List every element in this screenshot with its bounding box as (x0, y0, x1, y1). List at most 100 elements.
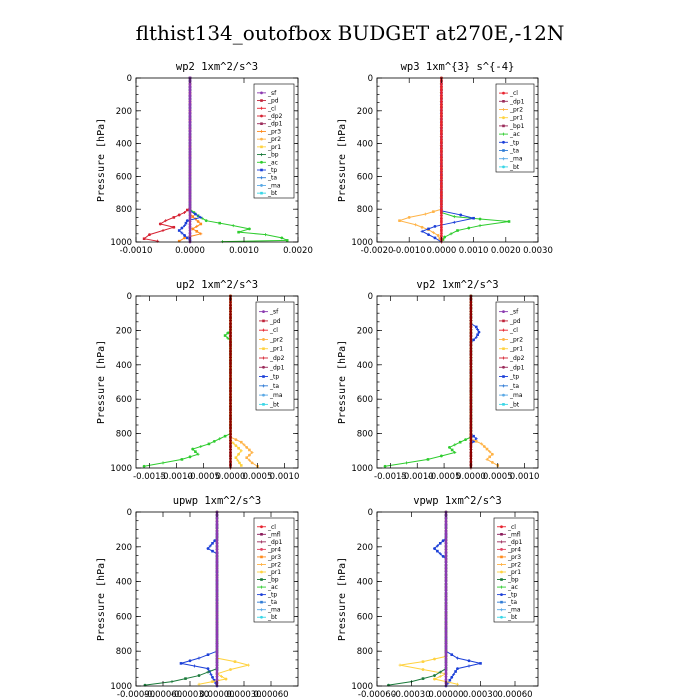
series-marker (482, 445, 486, 448)
legend-item: _sf (499, 309, 519, 316)
legend-label: _pr2 (507, 561, 521, 568)
series-marker (215, 563, 219, 567)
legend-label: _ac (507, 584, 518, 591)
series-group (143, 510, 250, 688)
legend-label: _ma (269, 392, 283, 399)
series-marker (211, 542, 214, 545)
series-marker (502, 91, 505, 95)
series-marker (436, 234, 440, 237)
series-marker (161, 229, 165, 233)
series-marker (500, 615, 503, 619)
legend-label: _tp (267, 167, 277, 174)
series-marker (502, 108, 505, 111)
series-marker (183, 224, 187, 228)
series-marker (188, 129, 192, 133)
legend-item: _pr1 (257, 569, 281, 576)
series-marker (262, 347, 265, 351)
x-tick-label: 0.00000 (428, 690, 463, 700)
legend-item: _ta (257, 599, 277, 606)
series-marker (188, 231, 192, 235)
legend-label: _pr2 (267, 561, 281, 568)
series-marker (426, 458, 430, 461)
series-marker (440, 202, 443, 206)
series-marker (500, 608, 503, 612)
series-marker (260, 106, 263, 110)
series-marker (215, 579, 219, 582)
legend-item: _cl (499, 90, 518, 97)
series-marker (440, 111, 443, 115)
series-marker (444, 547, 448, 551)
legend-label: _bt (509, 164, 520, 171)
series-marker (383, 464, 387, 468)
series-marker (260, 168, 263, 172)
series-marker (440, 220, 443, 223)
legend-item: _pr1 (259, 346, 283, 353)
series-marker (444, 600, 448, 604)
chart-title: wp3 1xm^{3} s^{-4} (401, 61, 515, 73)
y-tick-label: 800 (357, 647, 373, 657)
series-marker (229, 420, 232, 424)
series-marker (472, 434, 475, 438)
series-marker (440, 182, 443, 185)
series-marker (444, 551, 448, 554)
x-tick-label: -0.00060 (144, 690, 182, 700)
series-line-ta (433, 512, 481, 687)
series-marker (142, 237, 146, 241)
series-marker (500, 593, 503, 597)
series-marker (188, 91, 192, 95)
series-marker (188, 182, 192, 185)
series-marker (469, 457, 473, 461)
series-marker (188, 138, 192, 141)
series-marker (262, 403, 265, 406)
series-marker (188, 117, 192, 121)
series-marker (215, 656, 219, 660)
legend-label: _pr1 (269, 346, 283, 353)
legend-label: _dp2 (267, 113, 283, 120)
legend-label: _tp (509, 139, 519, 146)
series-marker (229, 405, 232, 408)
x-tick-label: 0.0005 (243, 472, 273, 482)
legend-item: _cl (497, 524, 516, 531)
series-marker (440, 164, 443, 168)
legend: _sf _pd _cl _pr2 _pr1 _dp2 _dp1 _tp _ta _ma _bt (255, 301, 295, 411)
legend-item: _ac (497, 584, 518, 591)
legend-label: _bp (507, 577, 519, 584)
legend-item: _pr4 (497, 546, 521, 553)
legend-item: _pd (259, 318, 281, 325)
series-marker (215, 560, 219, 564)
series-marker (421, 668, 425, 671)
series-marker (191, 447, 195, 451)
series-marker (440, 149, 443, 153)
series-marker (229, 429, 232, 433)
series-group (387, 510, 482, 688)
series-marker (215, 557, 219, 561)
x-tick-label: -0.00030 (392, 690, 430, 700)
series-marker (207, 442, 211, 446)
legend-label: _ta (267, 175, 277, 182)
legend-item: _bp (257, 152, 279, 159)
series-marker (440, 208, 443, 212)
series-marker (456, 682, 459, 686)
series-marker (229, 303, 232, 307)
series-marker (234, 438, 238, 442)
series-marker (188, 155, 192, 159)
legend-label: _ta (267, 599, 277, 606)
chart-title: up2 1xm^2/s^3 (176, 279, 258, 291)
series-marker (236, 458, 240, 462)
legend-item: _mfl (257, 531, 281, 538)
series-line-dp2 (142, 78, 191, 242)
series-marker (444, 672, 448, 675)
series-marker (469, 371, 473, 375)
y-axis-label: Pressure [hPa] (96, 340, 107, 424)
series-marker (444, 535, 448, 539)
series-marker (229, 359, 232, 362)
series-marker (502, 310, 505, 314)
series-marker (229, 442, 232, 445)
y-axis-label: Pressure [hPa] (96, 557, 107, 641)
series-marker (444, 572, 448, 576)
series-marker (188, 132, 192, 136)
series-marker (469, 448, 473, 452)
series-marker (444, 541, 448, 545)
series-marker (439, 117, 443, 121)
series-marker (229, 386, 232, 390)
